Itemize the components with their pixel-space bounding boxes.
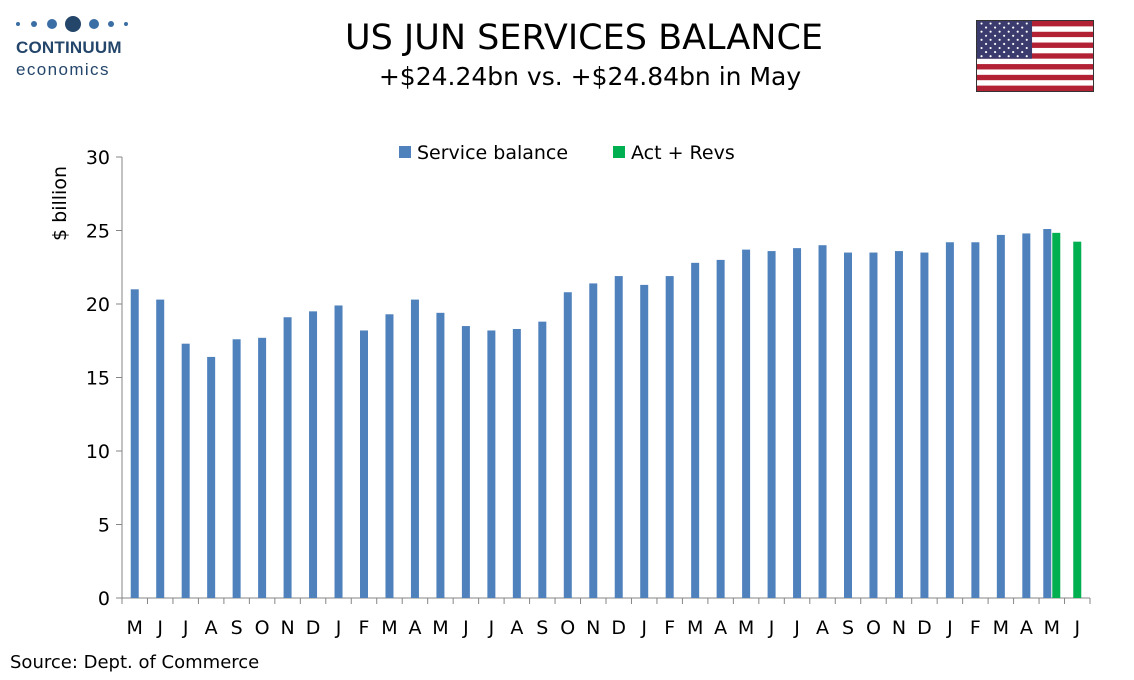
x-tick-label: O [866,617,881,639]
service-balance-bar [614,276,623,598]
service-balance-bar [767,251,776,598]
y-tick-label: 30 [86,147,110,169]
y-axis-label: $ billion [49,166,71,241]
y-tick-label: 10 [86,441,110,463]
x-tick-label: J [335,617,342,639]
service-balance-bar [207,356,216,598]
us-flag-icon [976,20,1094,92]
service-balance-bar [971,242,980,598]
service-balance-bar [640,284,649,598]
service-balance-bar [436,312,445,598]
x-tick-label: F [359,617,370,639]
x-tick-label: M [432,617,448,639]
service-balance-bar [716,259,725,598]
logo-wordmark: CONTINUUM [16,38,122,57]
x-tick-label: A [816,617,829,639]
x-tick-label: J [793,617,800,639]
service-balance-bar [309,311,318,598]
x-tick-label: J [946,617,953,639]
legend-swatch-act-revs [613,146,625,158]
source-note: Source: Dept. of Commerce [10,652,260,673]
service-balance-bar [512,328,521,598]
x-tick-label: A [205,617,218,639]
x-tick-label: A [714,617,727,639]
service-balance-bar [818,245,827,598]
service-balance-bar [258,337,267,598]
x-tick-label: A [1020,617,1033,639]
service-balance-bar [283,317,292,598]
service-balance-bar [742,249,751,599]
service-balance-bar [665,276,674,598]
service-balance-bar [589,283,598,598]
x-tick-label: M [738,617,754,639]
x-tick-label: D [917,617,932,639]
service-balance-bar [487,330,496,598]
service-balance-bar [181,343,190,598]
y-tick-label: 20 [86,294,110,316]
service-balance-bar [920,252,929,599]
x-tick-label: O [255,617,270,639]
service-balance-bar [334,305,343,598]
service-balance-bar [232,339,241,598]
service-balance-bar [461,326,470,598]
y-tick-label: 25 [86,221,110,243]
service-balance-bar [385,314,394,598]
service-balance-bar [563,292,572,598]
x-tick-label: S [536,617,548,639]
service-balance-bar [538,321,547,598]
service-balance-bar [996,234,1005,598]
service-balance-bar [1043,229,1052,598]
x-tick-label: J [462,617,469,639]
logo-subtext: economics [16,60,110,79]
chart-title: US JUN SERVICES BALANCE [344,18,824,58]
x-tick-label: N [892,617,906,639]
x-tick-label: S [842,617,854,639]
chart-subtitle: +$24.24bn vs. +$24.84bn in May [378,62,802,91]
x-tick-label: D [306,617,321,639]
x-tick-label: F [664,617,675,639]
x-tick-label: M [381,617,397,639]
act-revs-bar [1052,232,1061,599]
x-tick-label: N [280,617,294,639]
legend-label-service-balance: Service balance [417,142,568,164]
service-balance-bar [945,242,954,598]
x-tick-label: A [408,617,421,639]
service-balance-bar [844,252,852,599]
service-balance-bar [360,330,368,598]
legend-swatch-service-balance [399,146,411,158]
x-tick-label: J [182,617,189,639]
x-tick-label: A [510,617,523,639]
x-tick-label: J [640,617,647,639]
legend-label-act-revs: Act + Revs [631,142,735,164]
service-balance-bar [1022,233,1031,598]
service-balance-bar [691,262,700,598]
service-balance-bar [410,299,419,598]
service-balance-bar [793,248,802,598]
x-tick-label: S [231,617,243,639]
x-tick-label: D [611,617,626,639]
x-tick-label: M [127,617,143,639]
service-balance-bar [130,289,139,598]
x-tick-label: J [156,617,163,639]
y-tick-label: 15 [86,368,110,390]
x-tick-label: N [586,617,600,639]
service-balance-bar [156,299,165,598]
y-tick-label: 5 [98,515,110,537]
x-tick-label: F [970,617,981,639]
y-tick-label: 0 [98,588,110,610]
service-balance-bar [869,252,878,599]
logo-dots-icon [16,16,128,32]
x-tick-label: J [768,617,775,639]
x-tick-label: M [687,617,703,639]
x-tick-label: O [560,617,575,639]
x-tick-label: M [1044,617,1060,639]
x-tick-label: M [993,617,1009,639]
x-tick-label: J [1073,617,1080,639]
service-balance-bar [894,251,903,598]
x-tick-label: J [488,617,495,639]
act-revs-bar [1073,241,1082,598]
